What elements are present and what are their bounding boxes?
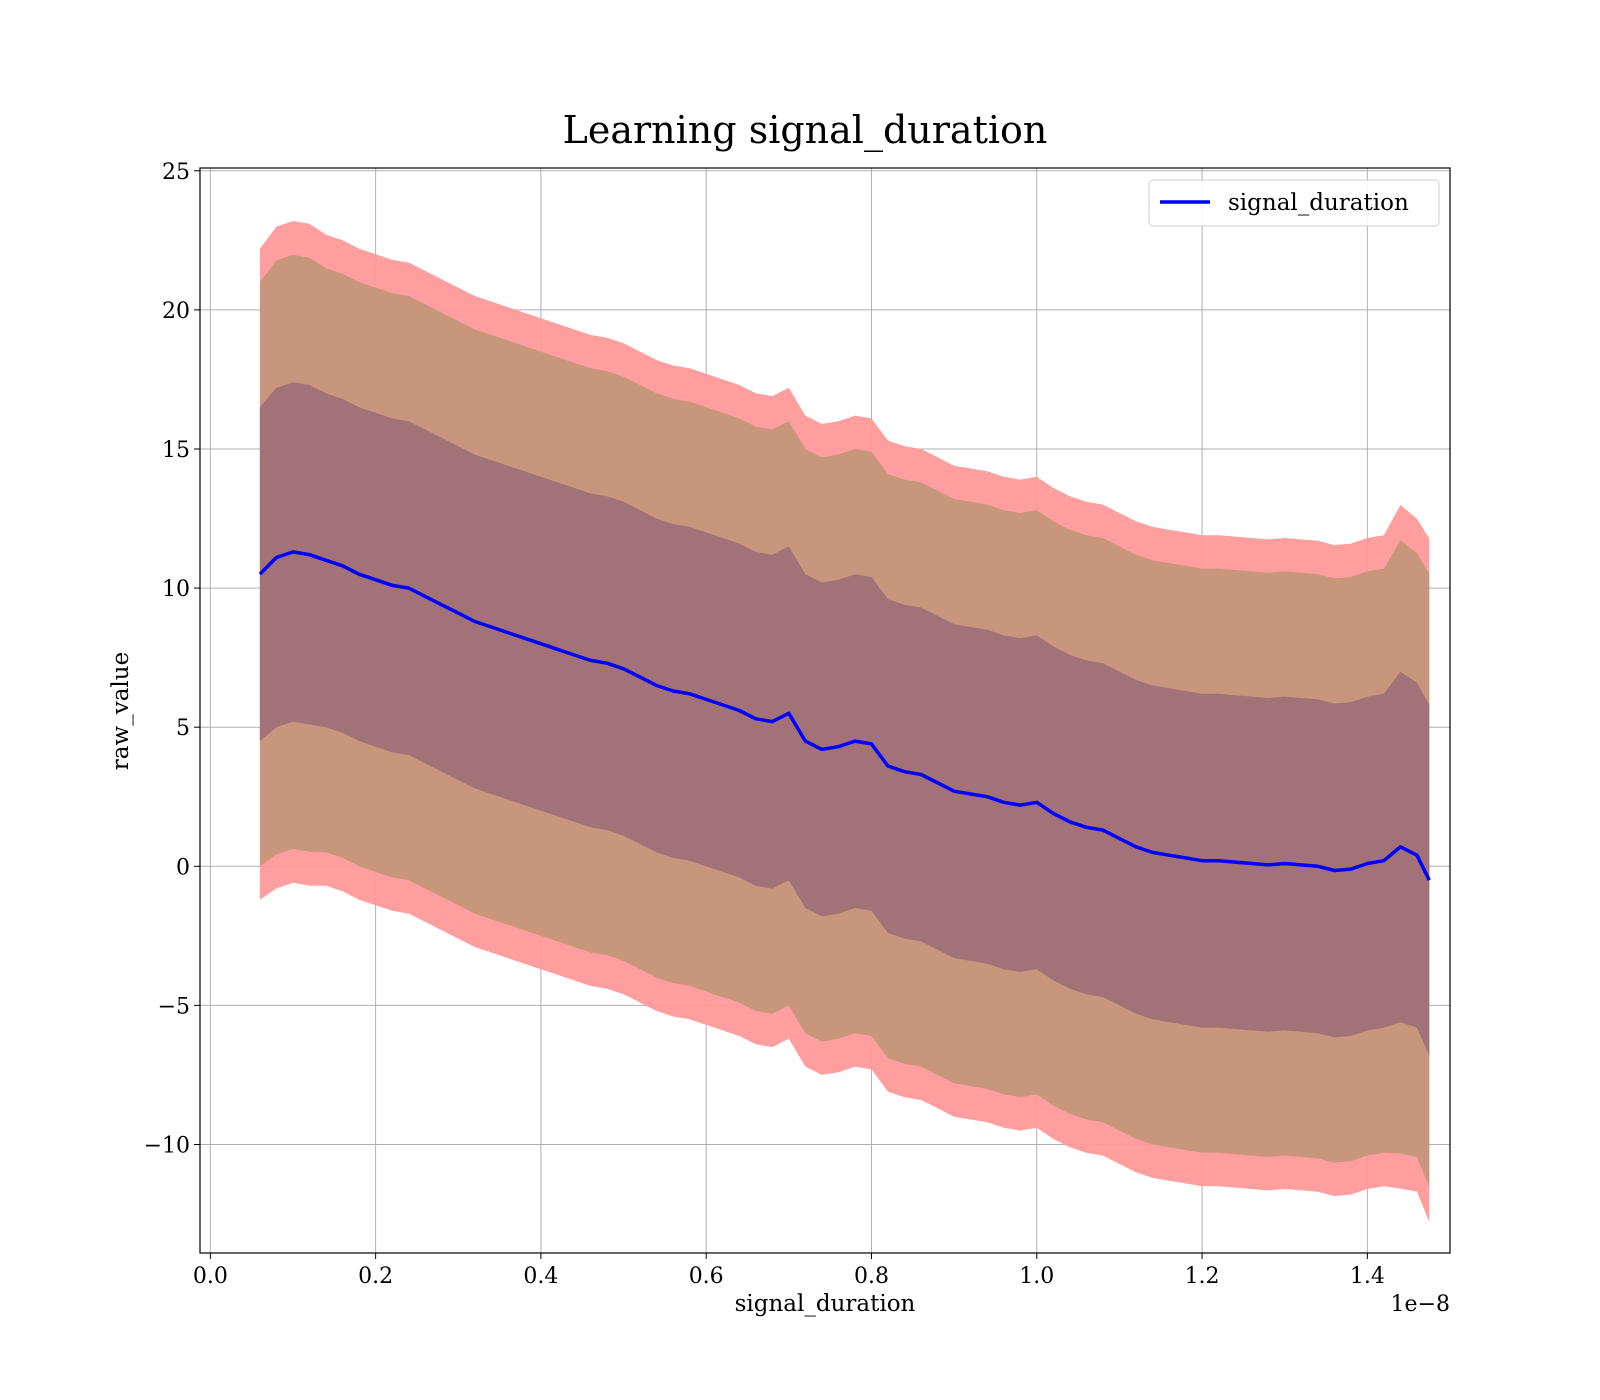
y-axis-ticks: −10 −5 0 5 10 15 20 25 bbox=[144, 160, 200, 1159]
x-tick-label: 1.4 bbox=[1350, 1264, 1385, 1289]
y-axis-label: raw_value bbox=[108, 652, 134, 770]
std-bands bbox=[259, 221, 1430, 1222]
y-tick-label: 20 bbox=[162, 299, 190, 324]
std-band-inner bbox=[259, 382, 1430, 1056]
y-tick-label: 25 bbox=[162, 160, 190, 185]
x-axis-label: signal_duration bbox=[735, 1291, 916, 1317]
x-tick-label: 0.6 bbox=[689, 1264, 724, 1289]
y-tick-label: −5 bbox=[158, 994, 190, 1019]
series-line-signal-duration bbox=[258, 550, 1431, 881]
x-tick-label: 0.8 bbox=[854, 1264, 889, 1289]
y-tick-label: −10 bbox=[144, 1134, 190, 1159]
series-lines bbox=[258, 550, 1431, 881]
chart-title: Learning signal_duration bbox=[563, 108, 1048, 153]
y-tick-label: 5 bbox=[176, 716, 190, 741]
y-tick-label: 0 bbox=[176, 855, 190, 880]
legend-box bbox=[1148, 179, 1440, 227]
legend: signal_duration bbox=[1148, 179, 1440, 227]
x-tick-label: 0.4 bbox=[523, 1264, 558, 1289]
x-axis-offset-label: 1e−8 bbox=[1391, 1292, 1450, 1317]
y-tick-label: 10 bbox=[162, 577, 190, 602]
x-tick-label: 0.0 bbox=[193, 1264, 228, 1289]
y-tick-label: 15 bbox=[162, 438, 190, 463]
plot-frame bbox=[199, 167, 1451, 1254]
x-tick-label: 1.2 bbox=[1185, 1264, 1220, 1289]
x-tick-label: 0.2 bbox=[358, 1264, 393, 1289]
x-axis-ticks: 0.0 0.2 0.4 0.6 0.8 1.0 1.2 1.4 bbox=[193, 1253, 1385, 1289]
legend-entry-label: signal_duration bbox=[1228, 190, 1409, 216]
x-tick-label: 1.0 bbox=[1019, 1264, 1054, 1289]
